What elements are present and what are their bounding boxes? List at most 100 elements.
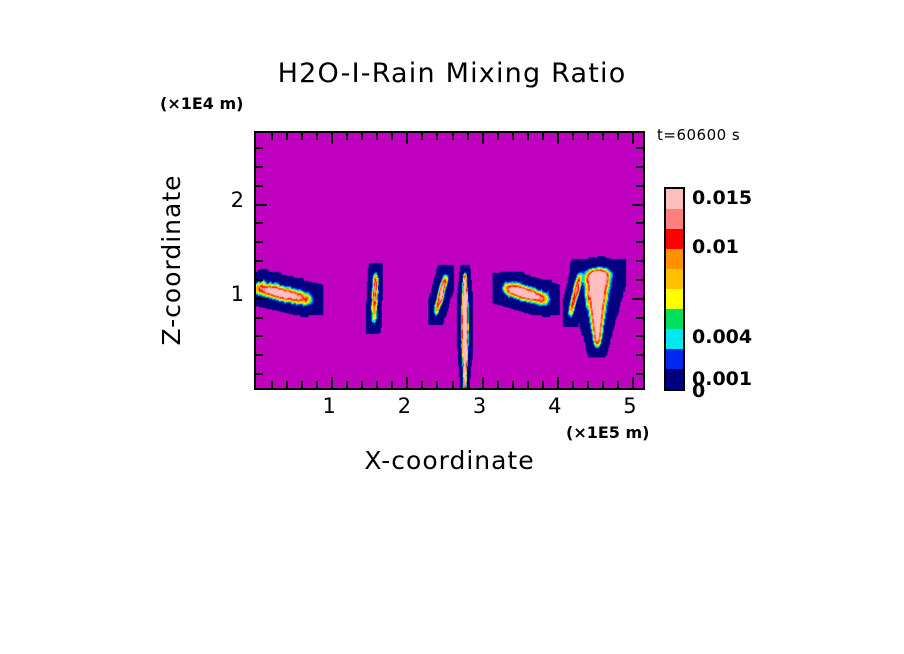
x-tick-3.8 [541, 381, 544, 388]
colorbar-band-6 [666, 309, 683, 329]
x-tick-top-5 [631, 133, 634, 144]
x-tick-label-4: 5 [623, 394, 637, 418]
colorbar-label-0: 0.015 [692, 187, 753, 209]
y-tick-0.6 [256, 335, 263, 338]
colorbar [664, 187, 685, 391]
colorbar-band-3 [666, 249, 683, 269]
x-tick-top-3.2 [496, 133, 499, 140]
x-tick-5 [631, 377, 634, 388]
x-tick-4.8 [616, 381, 619, 388]
colorbar-band-8 [666, 349, 683, 369]
x-tick-top-3.8 [541, 133, 544, 140]
y-tick-1.4 [256, 260, 263, 263]
x-tick-top-0.6 [301, 133, 304, 140]
y-tick-right-0.2 [636, 373, 643, 376]
x-tick-top-2 [406, 133, 409, 144]
y-tick-right-2.6 [636, 147, 643, 150]
x-tick-2 [406, 377, 409, 388]
colorbar-band-0 [666, 189, 683, 209]
x-tick-top-0.8 [316, 133, 319, 140]
x-tick-top-0.4 [286, 133, 289, 140]
x-tick-top-3.4 [511, 133, 514, 140]
y-axis-title: Z-coordinate [157, 174, 186, 346]
y-tick-right-2 [632, 203, 643, 206]
x-tick-top-2.8 [466, 133, 469, 140]
y-axis-unit-label: (×1E4 m) [160, 94, 244, 113]
x-tick-top-2.4 [436, 133, 439, 140]
x-tick-top-1.2 [346, 133, 349, 140]
x-axis-title: X-coordinate [364, 446, 535, 475]
x-tick-1 [331, 377, 334, 388]
x-tick-top-1.6 [376, 133, 379, 140]
y-tick-1.8 [256, 222, 263, 225]
y-tick-right-2.4 [636, 165, 643, 168]
x-tick-2.4 [436, 381, 439, 388]
y-tick-2.2 [256, 184, 263, 187]
x-tick-4.4 [586, 381, 589, 388]
y-tick-1 [256, 297, 267, 300]
colorbar-band-5 [666, 289, 683, 309]
colorbar-label-4: 0 [692, 380, 706, 402]
x-axis-unit-label: (×1E5 m) [566, 423, 650, 442]
x-tick-top-4.6 [601, 133, 604, 140]
colorbar-band-4 [666, 269, 683, 289]
x-tick-0.4 [286, 381, 289, 388]
page-title: H2O-I-Rain Mixing Ratio [277, 58, 627, 89]
x-tick-top-2.2 [421, 133, 424, 140]
x-tick-top-0.2 [271, 133, 274, 140]
x-tick-top-4.4 [586, 133, 589, 140]
x-tick-1.6 [376, 381, 379, 388]
y-tick-right-1 [632, 297, 643, 300]
colorbar-label-3: 0.001 [692, 368, 753, 390]
x-tick-2.2 [421, 381, 424, 388]
x-tick-4 [556, 377, 559, 388]
x-tick-3.6 [526, 381, 529, 388]
y-tick-0.2 [256, 373, 263, 376]
colorbar-band-7 [666, 329, 683, 349]
x-tick-top-3 [481, 133, 484, 144]
x-tick-top-4.2 [571, 133, 574, 140]
y-tick-1.6 [256, 241, 263, 244]
colorbar-band-2 [666, 229, 683, 249]
colorbar-label-2: 0.004 [692, 326, 753, 348]
y-tick-1.2 [256, 278, 263, 281]
y-tick-right-0.4 [636, 354, 643, 357]
x-tick-top-1.4 [361, 133, 364, 140]
y-tick-right-0.6 [636, 335, 643, 338]
x-tick-2.8 [466, 381, 469, 388]
y-tick-right-1.4 [636, 260, 643, 263]
heatmap-field [256, 133, 643, 388]
y-tick-label-1: 2 [230, 187, 244, 212]
colorbar-label-1: 0.01 [692, 236, 739, 258]
time-annotation: t=60600 s [657, 126, 741, 144]
y-tick-2.6 [256, 147, 263, 150]
y-tick-right-1.2 [636, 278, 643, 281]
x-tick-3 [481, 377, 484, 388]
x-tick-0.2 [271, 381, 274, 388]
x-tick-3.4 [511, 381, 514, 388]
x-tick-label-3: 4 [548, 394, 562, 418]
y-tick-0.8 [256, 316, 263, 319]
x-tick-top-1.8 [391, 133, 394, 140]
x-tick-1.2 [346, 381, 349, 388]
y-tick-right-1.6 [636, 241, 643, 244]
y-tick-label-0: 1 [230, 281, 244, 306]
y-tick-right-1.8 [636, 222, 643, 225]
x-tick-top-1 [331, 133, 334, 144]
y-tick-0.4 [256, 354, 263, 357]
x-tick-top-3.6 [526, 133, 529, 140]
x-tick-2.6 [451, 381, 454, 388]
x-tick-top-4.8 [616, 133, 619, 140]
plot-area [254, 131, 645, 390]
x-tick-label-1: 2 [397, 394, 412, 418]
colorbar-band-1 [666, 209, 683, 229]
x-tick-top-4 [556, 133, 559, 144]
x-tick-1.4 [361, 381, 364, 388]
x-tick-label-2: 3 [472, 394, 487, 418]
y-tick-2.4 [256, 165, 263, 168]
y-tick-right-2.2 [636, 184, 643, 187]
x-tick-3.2 [496, 381, 499, 388]
x-tick-0.8 [316, 381, 319, 388]
y-tick-2 [256, 203, 267, 206]
